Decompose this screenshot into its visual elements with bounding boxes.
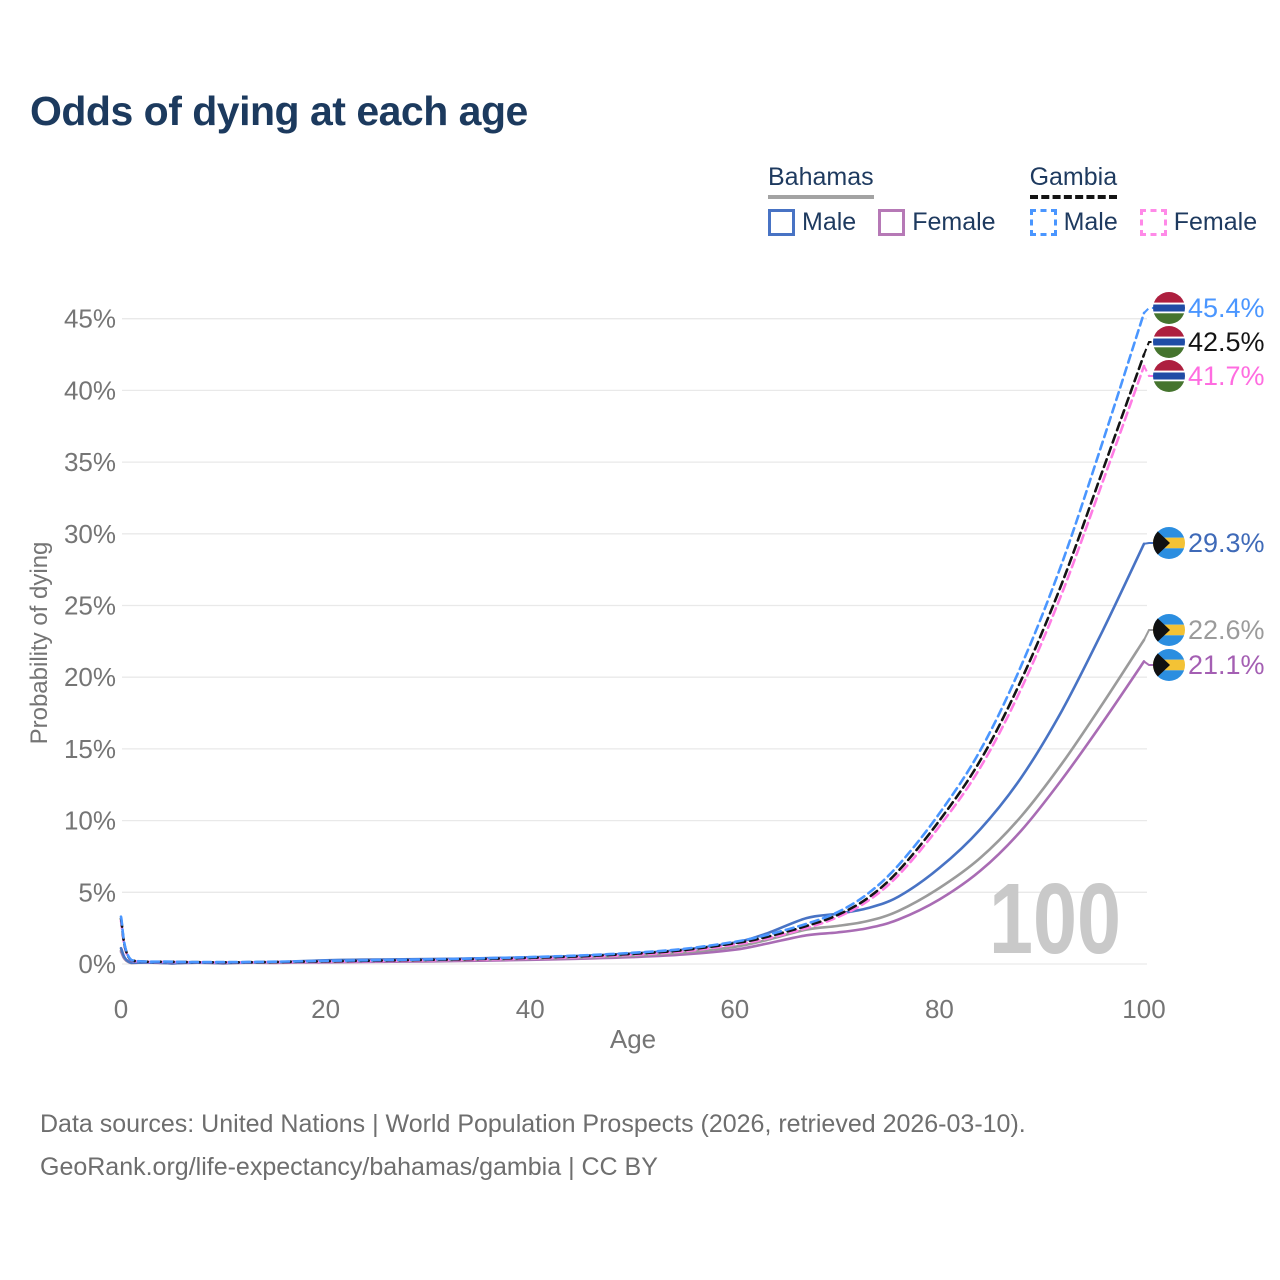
legend-group-gambia: Gambia Male Female xyxy=(1029,163,1258,237)
legend: Bahamas Male Female Gambia Male xyxy=(768,163,1257,237)
x-tick-label: 100 xyxy=(1122,994,1165,1024)
legend-item-gambia-female[interactable]: Female xyxy=(1139,208,1258,237)
bahamas-flag-icon xyxy=(1153,614,1185,646)
leader-line xyxy=(1143,307,1153,314)
y-axis-title: Probability of dying xyxy=(26,542,53,745)
bahamas-flag-icon xyxy=(1153,649,1185,681)
dashed-line-swatch-icon xyxy=(1029,209,1057,236)
legend-country-bahamas[interactable]: Bahamas xyxy=(768,163,874,199)
x-tick-label: 0 xyxy=(114,994,128,1024)
x-tick-label: 60 xyxy=(720,994,749,1024)
legend-item-bahamas-male[interactable]: Male xyxy=(768,208,856,237)
footer: Data sources: United Nations | World Pop… xyxy=(40,1103,1026,1189)
y-tick-label: 20% xyxy=(64,662,116,692)
gambia-flag-icon xyxy=(1153,292,1185,324)
end-value-label-bahamas-both: 22.6% xyxy=(1188,615,1265,645)
x-tick-label: 80 xyxy=(925,994,954,1024)
legend-group-bahamas: Bahamas Male Female xyxy=(768,163,996,237)
legend-items-bahamas: Male Female xyxy=(768,208,996,237)
end-value-label-gambia-both: 42.5% xyxy=(1188,327,1265,357)
legend-items-gambia: Male Female xyxy=(1029,208,1258,237)
x-tick-label: 20 xyxy=(311,994,340,1024)
x-tick-label: 40 xyxy=(516,994,545,1024)
legend-item-label: Male xyxy=(802,208,857,236)
leader-line xyxy=(1143,629,1153,641)
curve-gambia-male[interactable] xyxy=(119,311,1146,964)
solid-line-swatch-icon xyxy=(768,209,795,236)
leader-line xyxy=(1143,542,1153,545)
leader-line xyxy=(1143,341,1153,355)
legend-item-label: Female xyxy=(1173,208,1258,236)
legend-item-label: Male xyxy=(1063,208,1118,236)
leader-line xyxy=(1143,365,1153,377)
x-axis-title: Age xyxy=(610,1024,656,1054)
y-tick-label: 35% xyxy=(64,447,116,477)
end-value-label-bahamas-female: 21.1% xyxy=(1188,650,1265,680)
y-tick-label: 0% xyxy=(78,949,116,979)
y-tick-label: 30% xyxy=(64,519,116,549)
leader-line xyxy=(1143,660,1153,666)
y-tick-label: 5% xyxy=(78,877,116,907)
curve-gambia-female[interactable] xyxy=(119,364,1146,964)
end-value-label-gambia-male: 45.4% xyxy=(1188,293,1265,323)
end-value-label-bahamas-male: 29.3% xyxy=(1188,528,1265,558)
bahamas-flag-icon xyxy=(1153,527,1185,559)
y-tick-label: 15% xyxy=(64,734,116,764)
y-tick-label: 25% xyxy=(64,591,116,621)
legend-country-gambia[interactable]: Gambia xyxy=(1029,163,1118,199)
data-sources-text: Data sources: United Nations | World Pop… xyxy=(40,1110,1026,1138)
dashed-line-swatch-icon xyxy=(1139,209,1167,236)
page-title: Odds of dying at each age xyxy=(30,88,528,134)
y-tick-label: 10% xyxy=(64,806,116,836)
age-watermark: 100 xyxy=(989,863,1121,975)
gambia-flag-icon xyxy=(1153,360,1185,392)
y-tick-label: 40% xyxy=(64,375,116,405)
legend-item-gambia-male[interactable]: Male xyxy=(1029,208,1118,237)
legend-item-label: Female xyxy=(912,208,996,236)
solid-line-swatch-icon xyxy=(878,209,906,236)
y-tick-label: 45% xyxy=(64,304,116,334)
attribution-link-text[interactable]: GeoRank.org/life-expectancy/bahamas/gamb… xyxy=(40,1153,658,1181)
mortality-line-chart: 0% 5% 10% 15% 20% 25% 30% 35% 40% 45% 0 20 40 60 80 100… xyxy=(26,292,1265,1054)
legend-item-bahamas-female[interactable]: Female xyxy=(878,208,996,237)
gambia-flag-icon xyxy=(1153,326,1185,358)
end-value-label-gambia-female: 41.7% xyxy=(1188,361,1265,391)
